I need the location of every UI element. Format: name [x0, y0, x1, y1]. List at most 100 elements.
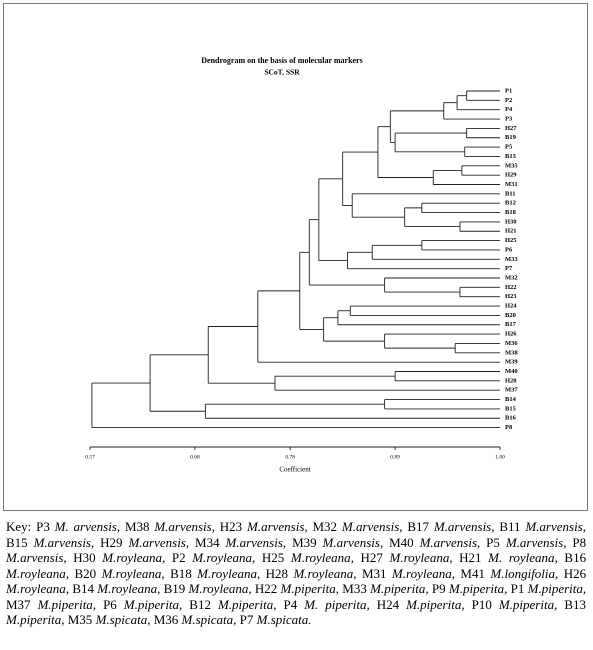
key-species: M.arvensis — [128, 534, 186, 550]
key-code: M36 — [153, 612, 179, 627]
key-entry: B20 M.royleana — [74, 566, 164, 581]
key-code: P8 — [572, 534, 587, 550]
key-species: M.piperita — [448, 581, 505, 596]
leaf-label: P8 — [505, 424, 513, 431]
x-tick-label: 0.78 — [285, 454, 295, 460]
key-code: B13 — [564, 596, 586, 612]
key-entry: H22 M.piperita — [255, 581, 339, 596]
leaf-label: P1 — [505, 87, 512, 94]
key-species: M.piperita — [406, 596, 462, 612]
key-code: H30 — [73, 550, 96, 565]
key-entry: B18 M.royleana — [170, 566, 260, 581]
leaf-label: H27 — [505, 125, 517, 132]
key-entry: B14 M.royleana — [72, 581, 160, 596]
key-entry: M31 M.royleana — [362, 566, 455, 581]
key-code: P2 — [171, 550, 186, 565]
key-code: H23 — [219, 519, 243, 534]
leaf-label: P2 — [505, 97, 512, 104]
key-code: B16 — [564, 550, 587, 565]
key-entry: B15 M.arvensis — [6, 535, 94, 550]
key-species: M.royleana — [389, 550, 450, 565]
caption-label: Key: — [6, 519, 32, 534]
key-code: P5 — [486, 534, 500, 550]
key-species: M.royleana — [290, 550, 351, 565]
leaf-label: H25 — [505, 237, 517, 244]
key-entry: M41 M.longifolia — [460, 566, 558, 581]
key-code: M41 — [460, 565, 485, 581]
key-species: M.piperita — [6, 612, 62, 627]
key-species: M.arvensis — [341, 519, 400, 534]
key-code: P7 — [239, 612, 254, 627]
key-entry: P7 M.spicata. — [240, 612, 312, 627]
key-species: M.royleana — [197, 565, 257, 581]
key-entry: B19 M.royleana — [164, 581, 252, 596]
key-species: M.royleana — [97, 581, 158, 596]
leaf-label: B18 — [505, 209, 517, 216]
key-species: M.piperita — [37, 596, 93, 612]
leaf-label: P3 — [505, 116, 513, 123]
key-entry: P2 M.royleana — [172, 550, 255, 565]
key-code: P10 — [471, 596, 492, 612]
key-code: P1 — [510, 581, 525, 596]
x-tick-label: 1.00 — [495, 454, 505, 460]
leaf-label: M37 — [505, 387, 518, 394]
key-entry: B17 M.arvensis — [407, 519, 494, 534]
key-species: M. royleana — [488, 550, 555, 565]
key-entry: H21 M. royleana — [459, 550, 558, 565]
key-entry: H30 M.royleana — [73, 550, 165, 565]
key-species: M.piperita — [370, 581, 426, 596]
leaf-label: P4 — [505, 106, 513, 113]
key-species: M.arvensis — [154, 519, 212, 534]
leaf-label: H23 — [505, 293, 517, 300]
key-code: H29 — [100, 534, 123, 550]
key-entry: P3 M. arvensis — [36, 519, 120, 534]
key-species: M.royleana — [188, 581, 249, 596]
key-code: B15 — [6, 534, 28, 550]
key-entry: H27 M.royleana — [361, 550, 453, 565]
key-code: M31 — [361, 565, 387, 581]
leaf-label: P5 — [505, 144, 513, 151]
key-species: M.longifolia — [490, 565, 556, 581]
leaf-label: H22 — [505, 284, 517, 291]
leaf-label: M33 — [505, 256, 518, 263]
key-code: B14 — [72, 581, 94, 596]
key-entry: M35 M.spicata — [68, 612, 151, 627]
key-species: M.piperita — [217, 596, 274, 612]
key-code: H22 — [254, 581, 278, 596]
leaf-label: B12 — [505, 200, 516, 207]
key-code: M37 — [6, 596, 31, 612]
key-species: M. piperita — [304, 596, 367, 612]
key-entry: P6 M.piperita — [103, 597, 182, 612]
leaf-label: M35 — [505, 162, 518, 169]
key-code: P3 — [36, 519, 50, 534]
leaf-label: B16 — [505, 415, 517, 422]
key-species: M.arvensis — [525, 519, 583, 534]
key-code: M34 — [195, 534, 220, 550]
key-entry: M39 M.arvensis — [292, 535, 383, 550]
leaf-label: P6 — [505, 246, 513, 253]
x-tick-label: 0.57 — [85, 454, 95, 460]
leaf-label: M32 — [505, 274, 518, 281]
figure-title: Dendrogram on the basis of molecular mar… — [201, 56, 362, 65]
key-code: M40 — [389, 534, 414, 550]
leaf-label: H30 — [505, 218, 517, 225]
key-species: M.piperita — [498, 596, 555, 612]
key-species: M.royleana — [6, 565, 66, 581]
key-code: H28 — [265, 565, 289, 581]
key-species: M.arvensis — [33, 534, 91, 550]
key-code: H21 — [459, 550, 482, 565]
key-species: M.arvensis — [6, 550, 64, 565]
key-code: B19 — [163, 581, 186, 596]
leaf-label: H28 — [505, 377, 517, 384]
key-species: M.royleana — [102, 550, 163, 565]
key-species: M.arvensis — [322, 534, 380, 550]
key-entry: B12 M.piperita — [189, 597, 276, 612]
x-tick-label: 0.68 — [190, 454, 200, 460]
key-code: P9 — [431, 581, 446, 596]
key-entry: B11 M.arvensis — [499, 519, 586, 534]
key-species: M.arvensis — [505, 534, 564, 550]
leaf-label: B13 — [505, 153, 517, 160]
figure-subtitle: SCoT, SSR — [264, 68, 300, 77]
leaf-label: M31 — [505, 181, 518, 188]
